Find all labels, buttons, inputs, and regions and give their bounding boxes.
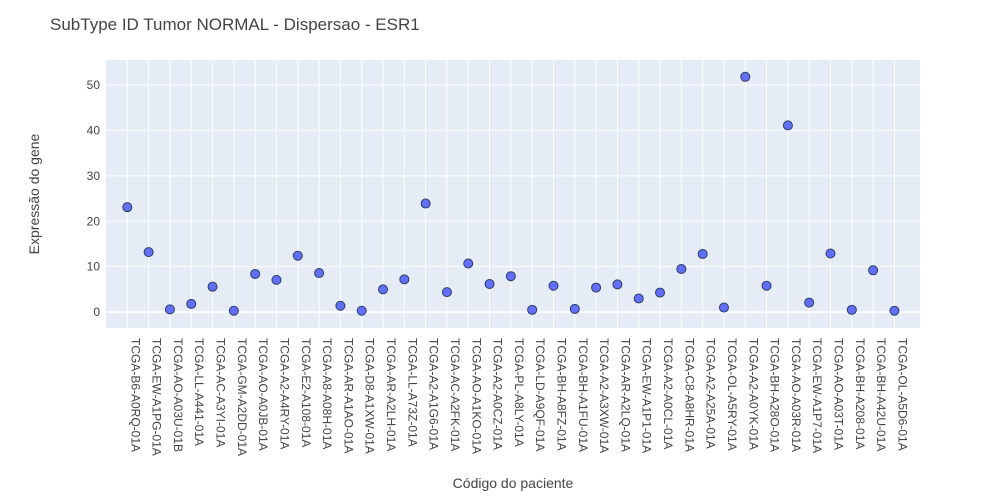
x-tick-label: TCGA-E2-A108-01A <box>299 338 313 447</box>
data-point[interactable] <box>228 305 239 316</box>
data-point[interactable] <box>527 304 538 315</box>
data-point[interactable] <box>335 300 346 311</box>
x-tick-label: TCGA-EW-A1PG-01A <box>150 338 164 456</box>
x-tick-label: TCGA-BH-A208-01A <box>853 338 867 449</box>
x-tick-label: TCGA-AR-A1AO-01A <box>341 338 355 453</box>
chart-title: SubType ID Tumor NORMAL - Dispersao - ES… <box>50 15 420 34</box>
data-point[interactable] <box>164 304 175 315</box>
data-point[interactable] <box>612 279 623 290</box>
x-tick-label: TCGA-AC-A3YI-01A <box>214 338 228 447</box>
x-tick-label: TCGA-AR-A2LH-01A <box>384 338 398 451</box>
x-tick-label: TCGA-AO-A1KO-01A <box>469 338 483 454</box>
y-tick-label: 0 <box>93 305 100 319</box>
data-point[interactable] <box>314 268 325 279</box>
x-tick-label: TCGA-AO-A0JB-01A <box>256 338 270 451</box>
data-point[interactable] <box>207 281 218 292</box>
x-tick-label: TCGA-BH-A42U-01A <box>874 338 888 451</box>
data-point[interactable] <box>825 248 836 259</box>
x-tick-label: TCGA-AO-A03T-01A <box>832 338 846 450</box>
data-point[interactable] <box>655 287 666 298</box>
y-tick-label: 10 <box>87 260 101 274</box>
x-tick-label: TCGA-LD-A9QF-01A <box>533 338 547 451</box>
data-point[interactable] <box>718 302 729 313</box>
data-points <box>122 71 900 316</box>
x-tick-label: TCGA-LL-A441-01A <box>192 338 206 446</box>
data-point[interactable] <box>889 305 900 316</box>
x-tick-label: TCGA-A2-A4RY-01A <box>277 338 291 449</box>
data-point[interactable] <box>740 71 751 82</box>
x-tick-label: TCGA-GM-A2DD-01A <box>235 338 249 456</box>
data-point[interactable] <box>463 258 474 269</box>
y-tick-label: 50 <box>87 78 101 92</box>
x-tick-label: TCGA-EW-A1P1-01A <box>640 338 654 453</box>
data-point[interactable] <box>569 303 580 314</box>
x-axis-title: Código do paciente <box>453 475 574 491</box>
x-tick-label: TCGA-B6-A0RQ-01A <box>128 338 142 452</box>
data-point[interactable] <box>441 287 452 298</box>
y-axis-title: Expressão do gene <box>26 133 42 254</box>
x-tick-label: TCGA-A2-A0CZ-01A <box>491 338 505 450</box>
data-point[interactable] <box>356 305 367 316</box>
x-tick-label: TCGA-PL-A8LY-01A <box>512 338 526 447</box>
x-tick-label: TCGA-A2-A1G6-01A <box>427 338 441 450</box>
x-tick-label: TCGA-AO-A03U-01B <box>171 338 185 452</box>
data-point[interactable] <box>271 274 282 285</box>
y-tick-labels: 0 10 20 30 40 50 <box>87 78 101 319</box>
x-tick-label: TCGA-A8-A08H-01A <box>320 338 334 449</box>
data-point[interactable] <box>548 280 559 291</box>
x-tick-label: TCGA-A2-A0CL-01A <box>661 338 675 449</box>
data-point[interactable] <box>143 247 154 258</box>
x-tick-label: TCGA-AC-A2FK-01A <box>448 338 462 451</box>
data-point[interactable] <box>868 265 879 276</box>
data-point[interactable] <box>761 280 772 291</box>
x-tick-label: TCGA-EW-A1P7-01A <box>810 338 824 453</box>
x-tick-label: TCGA-A2-A3XW-01A <box>597 338 611 453</box>
data-point[interactable] <box>420 198 431 209</box>
data-point[interactable] <box>186 298 197 309</box>
x-tick-label: TCGA-BH-A28O-01A <box>768 338 782 452</box>
data-point[interactable] <box>122 202 133 213</box>
y-tick-label: 40 <box>87 123 101 137</box>
data-point[interactable] <box>250 268 261 279</box>
data-point[interactable] <box>378 284 389 295</box>
x-tick-label: TCGA-AO-A03R-01A <box>789 338 803 452</box>
x-tick-labels: TCGA-B6-A0RQ-01A TCGA-EW-A1PG-01A TCGA-AO-… <box>128 338 909 456</box>
data-point[interactable] <box>484 278 495 289</box>
data-point[interactable] <box>846 304 857 315</box>
x-tick-label: TCGA-C8-A8HR-01A <box>682 338 696 452</box>
x-tick-label: TCGA-AR-A2LQ-01A <box>618 338 632 452</box>
data-point[interactable] <box>804 297 815 308</box>
x-tick-label: TCGA-A2-A0YK-01A <box>746 338 760 450</box>
plot-area <box>106 60 920 328</box>
x-tick-label: TCGA-A2-A25A-01A <box>704 338 718 449</box>
data-point[interactable] <box>505 271 516 282</box>
y-tick-label: 30 <box>87 169 101 183</box>
x-tick-label: TCGA-OL-A5RY-01A <box>725 338 739 451</box>
data-point[interactable] <box>292 250 303 261</box>
x-tick-label: TCGA-OL-A5D6-01A <box>895 338 909 451</box>
data-point[interactable] <box>782 120 793 131</box>
data-point[interactable] <box>591 282 602 293</box>
data-point[interactable] <box>633 293 644 304</box>
data-point[interactable] <box>399 274 410 285</box>
x-tick-label: TCGA-BH-A1FU-01A <box>576 338 590 452</box>
data-point[interactable] <box>697 248 708 259</box>
x-tick-label: TCGA-LL-A73Z-01A <box>405 338 419 447</box>
data-point[interactable] <box>676 263 687 274</box>
x-tick-label: TCGA-BH-A8FZ-01A <box>554 338 568 451</box>
x-tick-label: TCGA-D8-A1XW-01A <box>363 338 377 454</box>
y-tick-label: 20 <box>87 214 101 228</box>
